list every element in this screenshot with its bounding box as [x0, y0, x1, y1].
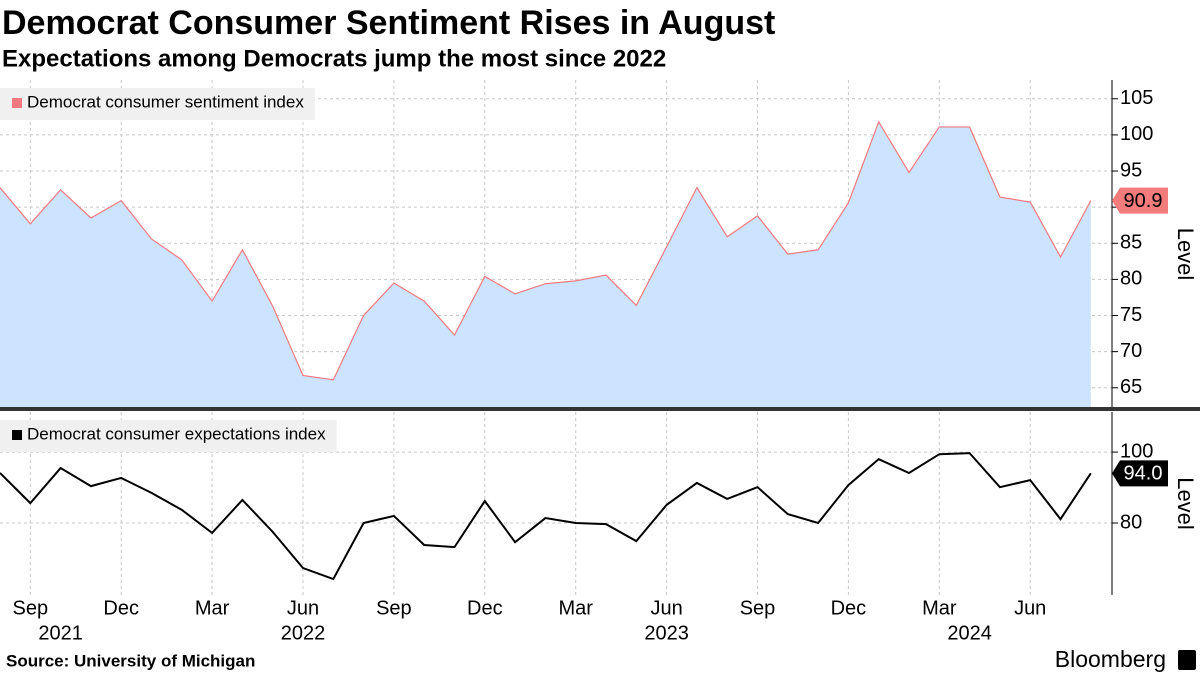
brand-icon	[1178, 650, 1196, 670]
brand: Bloomberg	[1055, 646, 1166, 672]
legend-swatch	[12, 98, 22, 108]
last-value-label: 94.0	[1124, 463, 1163, 485]
area	[0, 121, 1091, 409]
line	[0, 120, 1092, 381]
y-tick-label: 95	[1120, 159, 1142, 181]
legend-label: Democrat consumer expectations index	[27, 424, 326, 443]
legend: Democrat consumer sentiment index	[0, 88, 315, 120]
x-tick-label: Dec	[831, 597, 867, 619]
chart-title: Democrat Consumer Sentiment Rises in Aug…	[2, 4, 775, 42]
y-tick-label: 80	[1120, 268, 1142, 290]
source: Source: University of Michigan	[6, 651, 255, 670]
x-year-label: 2022	[281, 622, 326, 644]
last-value-badge	[1112, 187, 1168, 214]
y-tick-label: 65	[1120, 376, 1142, 398]
y-axis-label: Level	[1173, 477, 1198, 530]
legend-box	[0, 88, 315, 120]
x-year-label: 2021	[38, 622, 83, 644]
x-tick-label: Sep	[376, 597, 412, 619]
legend-label: Democrat consumer sentiment index	[27, 92, 304, 111]
x-tick-label: Dec	[103, 597, 139, 619]
legend-box	[0, 420, 337, 452]
x-year-label: 2023	[644, 622, 689, 644]
y-tick-label: 80	[1120, 511, 1142, 533]
y-tick-label: 105	[1120, 87, 1153, 109]
x-tick-label: Mar	[558, 597, 593, 619]
y-axis-label: Level	[1173, 228, 1198, 281]
panel-separator	[0, 407, 1200, 411]
last-value-label: 90.9	[1124, 190, 1163, 212]
x-year-label: 2024	[947, 622, 992, 644]
x-tick-label: Jun	[1014, 597, 1046, 619]
y-tick-label: 70	[1120, 340, 1142, 362]
line	[0, 452, 1092, 581]
legend: Democrat consumer expectations index	[0, 420, 337, 452]
y-tick-label: 85	[1120, 232, 1142, 254]
y-tick-label: 100	[1120, 440, 1153, 462]
x-tick-label: Mar	[922, 597, 957, 619]
x-tick-label: Sep	[740, 597, 776, 619]
y-tick-label: 75	[1120, 304, 1142, 326]
x-tick-label: Sep	[13, 597, 49, 619]
chart-subtitle: Expectations among Democrats jump the mo…	[2, 45, 666, 72]
x-tick-label: Jun	[287, 597, 319, 619]
x-tick-label: Dec	[467, 597, 503, 619]
last-value-badge	[1112, 460, 1168, 487]
x-tick-label: Mar	[195, 597, 230, 619]
y-tick-label: 100	[1120, 123, 1153, 145]
legend-swatch	[12, 430, 22, 440]
x-tick-label: Jun	[650, 597, 682, 619]
